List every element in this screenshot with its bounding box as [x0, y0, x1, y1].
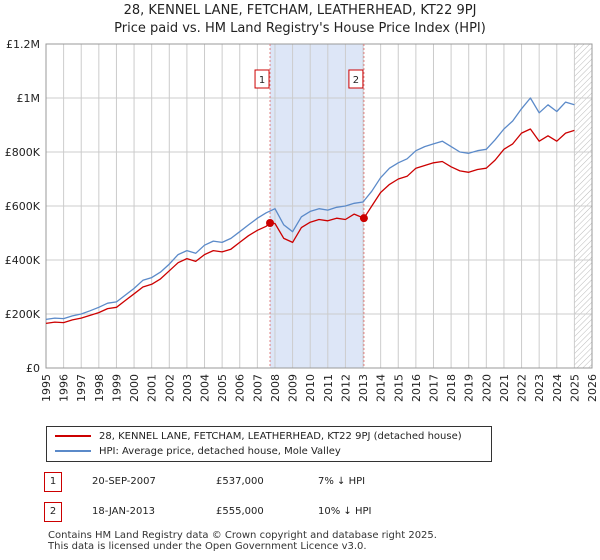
sale-marker-label: 1: [259, 75, 265, 86]
annotation-price: £537,000: [216, 476, 264, 487]
x-tick-label: 1999: [110, 374, 123, 402]
legend-item-hpi: HPI: Average price, detached house, Mole…: [55, 445, 341, 459]
x-tick-label: 2003: [181, 374, 194, 402]
y-tick-label: £1.2M: [6, 38, 40, 51]
x-tick-label: 2011: [322, 374, 335, 402]
x-tick-label: 2020: [480, 374, 493, 402]
hpi-line: [45, 97, 575, 321]
y-tick-label: £0: [26, 362, 40, 375]
property-price-line: [45, 128, 575, 325]
x-tick-label: 2008: [269, 374, 282, 402]
x-tick-label: 2019: [463, 374, 476, 402]
plot-frame: [45, 43, 593, 369]
annotation-hpi-diff: 7% ↓ HPI: [318, 476, 366, 487]
x-tick-label: 1995: [40, 374, 53, 402]
x-tick-label: 2022: [516, 374, 529, 402]
footer-licence: This data is licensed under the Open Gov…: [48, 541, 367, 552]
x-tick-label: 2010: [304, 374, 317, 402]
y-tick-label: £400K: [5, 254, 41, 267]
x-tick-label: 2014: [375, 374, 388, 402]
x-tick-label: 2005: [216, 374, 229, 402]
chart-title-line1: 28, KENNEL LANE, FETCHAM, LEATHERHEAD, K…: [123, 3, 477, 18]
legend-swatch-property: [55, 435, 91, 437]
legend-item-property: 28, KENNEL LANE, FETCHAM, LEATHERHEAD, K…: [55, 430, 462, 444]
price-chart: £0 £200K £400K £600K £800K £1M £1.2M 1995 1996 19…: [5, 38, 599, 402]
x-tick-label: 2000: [128, 374, 141, 402]
x-tick-label: 2016: [410, 374, 423, 402]
x-tick-label: 2009: [287, 374, 300, 402]
sale-point: [359, 214, 368, 223]
x-tick-label: 2001: [146, 374, 159, 402]
x-tick-label: 2025: [568, 374, 581, 402]
x-tick-label: 2021: [498, 374, 511, 402]
x-tick-label: 2013: [357, 374, 370, 402]
x-tick-label: 2023: [533, 374, 546, 402]
annotation-number-box: 1: [44, 472, 62, 492]
footer: Contains HM Land Registry data © Crown c…: [48, 530, 437, 552]
x-tick-label: 2015: [392, 374, 405, 402]
legend-label-hpi: HPI: Average price, detached house, Mole…: [99, 446, 341, 457]
y-tick-label: £1M: [17, 92, 41, 105]
x-tick-label: 2012: [339, 374, 352, 402]
sale-marker-box: [348, 69, 364, 89]
annotation-date: 18-JAN-2013: [92, 506, 156, 517]
x-tick-label: 2002: [163, 374, 176, 402]
chart-legend: 28, KENNEL LANE, FETCHAM, LEATHERHEAD, K…: [46, 426, 492, 462]
sale-marker-box: [254, 69, 270, 89]
annotation-price: £555,000: [216, 506, 264, 517]
x-tick-label: 1996: [58, 374, 71, 402]
sale-point: [266, 219, 275, 228]
y-tick-label: £800K: [5, 146, 41, 159]
x-tick-label: 2006: [234, 374, 247, 402]
chart-title: 28, KENNEL LANE, FETCHAM, LEATHERHEAD, K…: [0, 2, 600, 38]
x-tick-label: 1998: [93, 374, 106, 402]
y-tick-label: £200K: [5, 308, 41, 321]
x-tick-label: 2018: [445, 374, 458, 402]
x-tick-label: 2004: [199, 374, 212, 402]
x-tick-label: 2024: [551, 374, 564, 402]
x-tick-label: 2007: [251, 374, 264, 402]
legend-swatch-hpi: [55, 450, 91, 452]
legend-label-property: 28, KENNEL LANE, FETCHAM, LEATHERHEAD, K…: [99, 431, 462, 442]
x-tick-label: 1997: [75, 374, 88, 402]
annotation-hpi-diff: 10% ↓ HPI: [318, 506, 372, 517]
annotation-date: 20-SEP-2007: [92, 476, 156, 487]
x-tick-label: 2017: [427, 374, 440, 402]
y-tick-label: £600K: [5, 200, 41, 213]
annotation-number-box: 2: [44, 502, 62, 522]
chart-title-line2: Price paid vs. HM Land Registry's House …: [114, 21, 486, 36]
x-tick-label: 2026: [586, 374, 599, 402]
sale-marker-label: 2: [353, 75, 359, 86]
footer-copyright: Contains HM Land Registry data © Crown c…: [48, 530, 437, 541]
